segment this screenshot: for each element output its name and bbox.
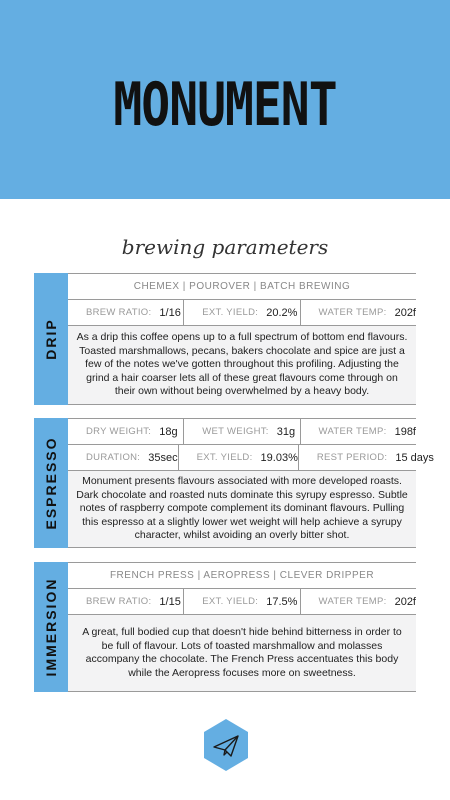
drip-params-row: BREW RATIO: 1/16 EXT. YIELD: 20.2% WATER T… xyxy=(68,299,416,325)
drip-label: DRIP xyxy=(43,318,59,360)
param-value: 19.03% xyxy=(260,451,298,464)
paper-plane-icon xyxy=(203,718,249,772)
drip-water-temp: WATER TEMP: 202f xyxy=(299,300,416,325)
param-label: EXT. YIELD: xyxy=(202,307,259,318)
espresso-wet-weight: WET WEIGHT: 31g xyxy=(183,419,299,444)
espresso-side-tab: ESPRESSO xyxy=(34,418,68,548)
espresso-params-row-2: DURATION: 35sec EXT. YIELD: 19.03% REST PE… xyxy=(68,444,434,470)
drip-brew-ratio: BREW RATIO: 1/16 xyxy=(68,300,183,325)
immersion-params-row: BREW RATIO: 1/15 EXT. YIELD: 17.5% WATER T… xyxy=(68,588,416,614)
param-value: 20.2% xyxy=(266,306,298,319)
drip-methods: CHEMEX | POUROVER | BATCH BREWING xyxy=(68,273,416,299)
espresso-description: Monument presents flavours associated wi… xyxy=(68,470,416,548)
param-label: DRY WEIGHT: xyxy=(86,426,152,437)
param-value: 18g xyxy=(159,425,178,438)
param-label: EXT. YIELD: xyxy=(202,596,259,607)
immersion-ext-yield: EXT. YIELD: 17.5% xyxy=(183,589,299,614)
hero-banner: MONUMENT xyxy=(0,0,450,199)
param-label: REST PERIOD: xyxy=(316,452,388,463)
immersion-methods: FRENCH PRESS | AEROPRESS | CLEVER DRIPPE… xyxy=(68,562,416,588)
immersion-description: A great, full bodied cup that doesn't hi… xyxy=(68,614,416,692)
immersion-side-tab: IMMERSION xyxy=(34,562,68,692)
espresso-ext-yield: EXT. YIELD: 19.03% xyxy=(177,445,298,470)
param-label: EXT. YIELD: xyxy=(196,452,253,463)
param-label: BREW RATIO: xyxy=(86,307,152,318)
param-value: 1/16 xyxy=(159,306,181,319)
espresso-water-temp: WATER TEMP: 198f xyxy=(299,419,416,444)
immersion-water-temp: WATER TEMP: 202f xyxy=(299,589,416,614)
drip-description: As a drip this coffee opens up to a full… xyxy=(68,325,416,405)
immersion-card: IMMERSION FRENCH PRESS | AEROPRESS | CLE… xyxy=(34,562,416,692)
espresso-body: DRY WEIGHT: 18g WET WEIGHT: 31g WATER TEMP… xyxy=(68,418,434,548)
param-value: 17.5% xyxy=(266,595,298,608)
drip-body: CHEMEX | POUROVER | BATCH BREWING BREW R… xyxy=(68,273,416,405)
param-label: DURATION: xyxy=(86,452,141,463)
param-value: 202f xyxy=(394,595,416,608)
param-value: 35sec xyxy=(148,451,178,464)
espresso-card: ESPRESSO DRY WEIGHT: 18g WET WEIGHT: 31g W… xyxy=(34,418,434,548)
param-value: 31g xyxy=(276,425,296,438)
drip-ext-yield: EXT. YIELD: 20.2% xyxy=(183,300,299,325)
param-value: 15 days xyxy=(395,451,434,464)
immersion-brew-ratio: BREW RATIO: 1/15 xyxy=(68,589,183,614)
section-subtitle: brewing parameters xyxy=(121,235,329,259)
espresso-dry-weight: DRY WEIGHT: 18g xyxy=(68,419,183,444)
espresso-params-row-1: DRY WEIGHT: 18g WET WEIGHT: 31g WATER TEMP… xyxy=(68,418,416,444)
espresso-label: ESPRESSO xyxy=(43,436,59,530)
param-label: WATER TEMP: xyxy=(318,307,387,318)
param-value: 202f xyxy=(394,306,416,319)
param-label: WATER TEMP: xyxy=(318,596,387,607)
param-label: WATER TEMP: xyxy=(318,426,387,437)
param-value: 198f xyxy=(394,425,416,438)
param-value: 1/15 xyxy=(159,595,181,608)
espresso-duration: DURATION: 35sec xyxy=(68,445,178,470)
espresso-rest-period: REST PERIOD: 15 days xyxy=(297,445,434,470)
brand-title: MONUMENT xyxy=(113,70,337,140)
param-label: WET WEIGHT: xyxy=(202,426,269,437)
param-label: BREW RATIO: xyxy=(86,596,152,607)
drip-card: DRIP CHEMEX | POUROVER | BATCH BREWING B… xyxy=(34,273,416,405)
immersion-label: IMMERSION xyxy=(43,577,59,677)
immersion-body: FRENCH PRESS | AEROPRESS | CLEVER DRIPPE… xyxy=(68,562,416,692)
drip-side-tab: DRIP xyxy=(34,273,68,405)
